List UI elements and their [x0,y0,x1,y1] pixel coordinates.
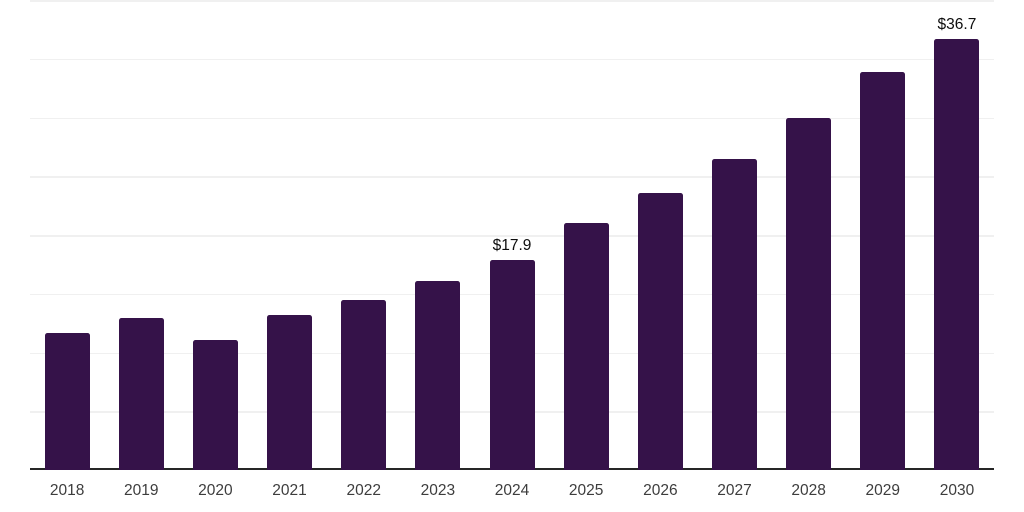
bar-2021 [267,314,313,470]
bar-2022 [341,299,387,470]
x-axis-labels: 2018 2019 2020 2021 2022 2023 2024 2025 2026 2027… [30,483,994,499]
bar-cell-2026 [623,0,697,470]
gridline-25 [30,176,994,178]
x-tick-label-2029: 2029 [865,482,901,499]
bar-cell-2018 [30,0,104,470]
bar-cell-2023 [401,0,475,470]
x-tick-label-2025: 2025 [568,482,604,499]
x-tick-label-2024: 2024 [494,482,530,499]
bar-2024 [489,259,535,470]
bar-value-label-2024: $17.9 [492,237,532,255]
x-tick-label-2022: 2022 [346,482,381,499]
bar-2028 [786,117,832,470]
bar-2025 [563,223,609,470]
x-tick-label-2027: 2027 [717,482,752,499]
bar-cell-2020 [178,0,252,470]
gridline-20 [30,235,994,237]
bar-2026 [637,192,683,470]
bar-2029 [860,71,906,470]
bar-cell-2022 [327,0,401,470]
gridline-35 [30,58,994,61]
bar-cell-2030: $36.7 [920,0,994,470]
x-tick-label-2030: 2030 [939,482,975,499]
gridline-30 [30,117,994,119]
bar-cell-2028 [772,0,846,470]
bar-cell-2027 [697,0,771,470]
x-tick-label-2020: 2020 [198,482,233,499]
bar-2020 [192,339,238,470]
bar-cell-2024: $17.9 [475,0,549,470]
x-tick-label-2019: 2019 [123,482,159,499]
bar-2027 [711,158,757,470]
x-tick-label-2018: 2018 [49,482,85,499]
x-tick-label-2021: 2021 [272,482,307,499]
x-tick-label-2028: 2028 [791,482,826,499]
bar-2023 [415,280,461,470]
gridline-40 [30,0,994,2]
bar-cell-2025 [549,0,623,470]
x-tick-label-2023: 2023 [420,482,456,499]
bar-cell-2029 [846,0,920,470]
x-tick-label-2026: 2026 [643,482,678,499]
bar-cell-2019 [104,0,178,470]
bar-cell-2021 [252,0,326,470]
plot-area: $17.9 $36.7 [30,0,994,470]
bar-value-label-2030: $36.7 [937,16,977,34]
bar-2030 [934,38,980,470]
bars-layer: $17.9 $36.7 [30,0,994,470]
bar-2018 [44,332,90,470]
bar-2019 [118,318,164,470]
